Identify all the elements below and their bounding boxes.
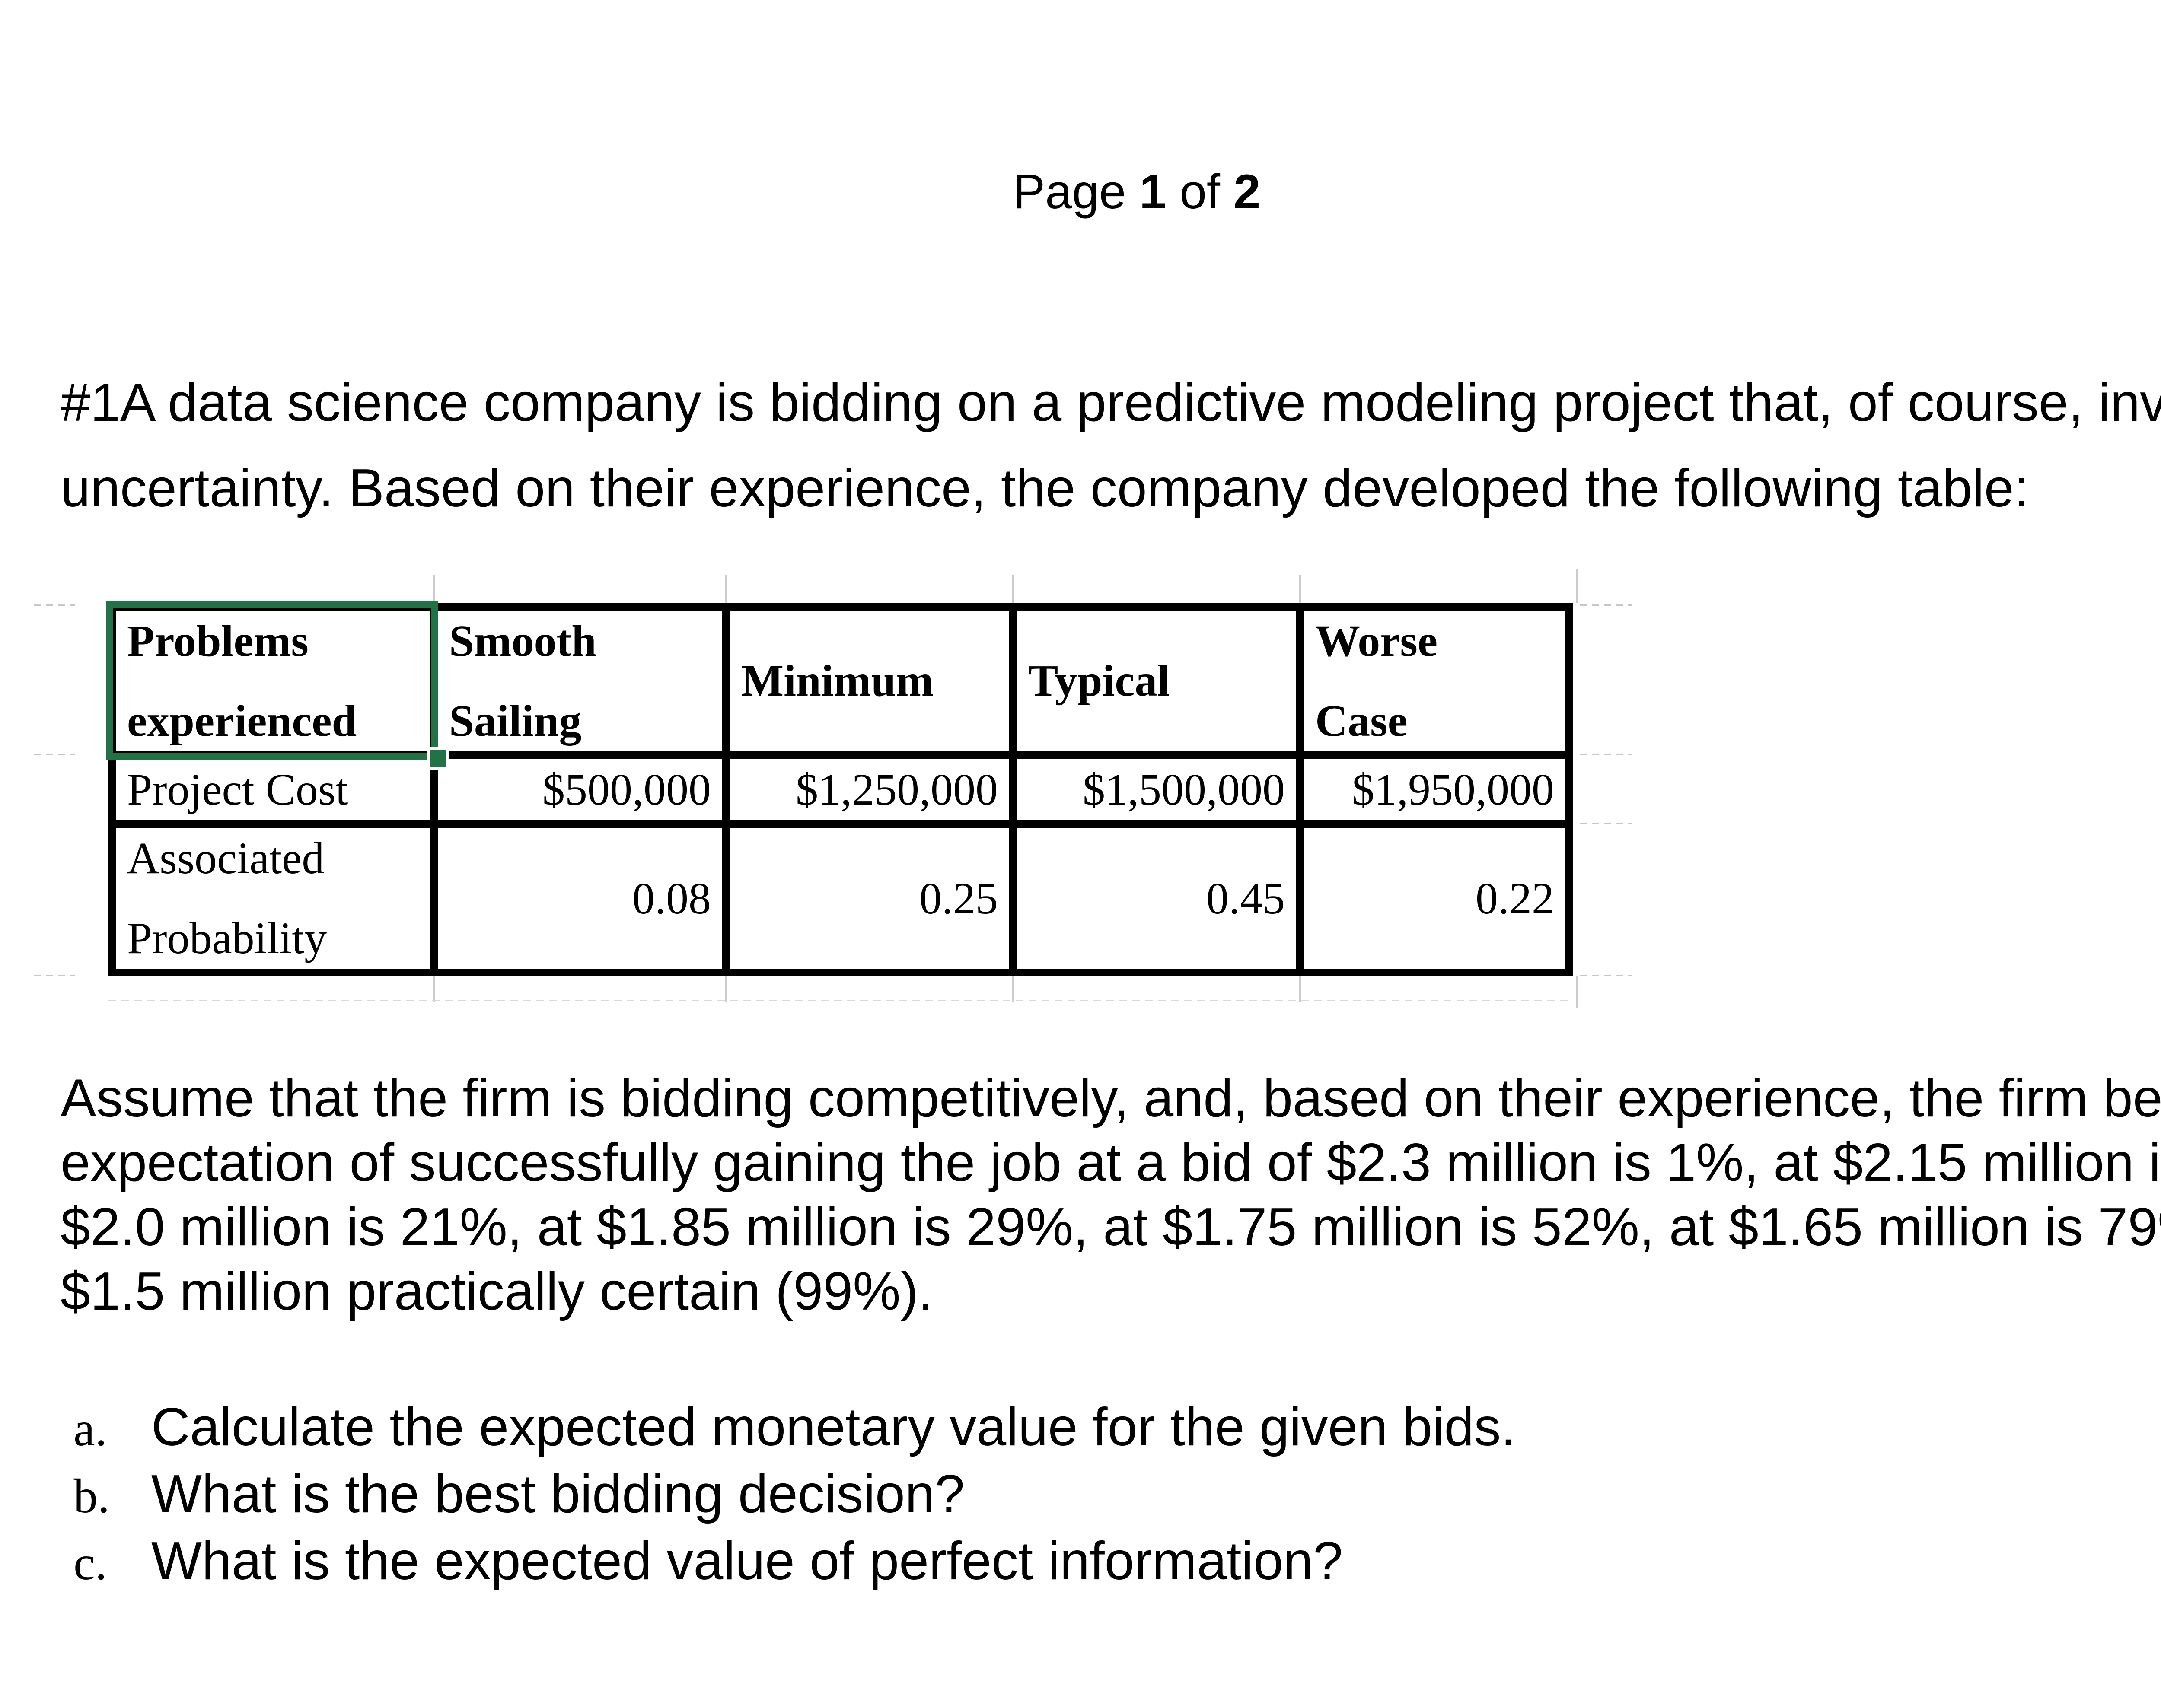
- header-cell-worse-case: Worse Case: [1304, 611, 1565, 751]
- gridline-stub: [1299, 976, 1301, 1002]
- question-marker: c.: [73, 1536, 107, 1590]
- gridline-stub: [725, 976, 727, 1002]
- header-cell-smooth-sailing: Smooth Sailing: [438, 611, 722, 751]
- header-line: Problems: [127, 616, 309, 666]
- gridline-stub: [1580, 975, 1632, 976]
- bidding-line: expectation of successfully gaining the …: [61, 1133, 2161, 1193]
- bidding-assumption-paragraph: Assume that the firm is bidding competit…: [61, 1066, 2161, 1324]
- header-line: Smooth: [449, 616, 596, 666]
- project-cost-smooth-sailing: $500,000: [438, 759, 722, 820]
- question-item-b: b. What is the best bidding decision?: [73, 1462, 1516, 1529]
- question-marker: b.: [73, 1469, 110, 1523]
- row-label-associated-probability: Associated Probability: [116, 828, 430, 969]
- header-cell-problems-experienced: Problems experienced: [116, 611, 430, 751]
- gridline-stub: [725, 575, 727, 603]
- header-line: Sailing: [449, 696, 582, 746]
- row-label-project-cost: Project Cost: [116, 759, 430, 820]
- project-cost-typical: $1,500,000: [1017, 759, 1296, 820]
- gridline-stub: [1576, 976, 1578, 1008]
- row-label-line: Project Cost: [127, 764, 348, 814]
- probability-typical: 0.45: [1017, 828, 1296, 969]
- question-text: Calculate the expected monetary value fo…: [151, 1397, 1516, 1457]
- header-line: Worse: [1315, 616, 1438, 666]
- gridline-stub: [433, 976, 435, 1002]
- gridline-stub: [34, 604, 75, 606]
- gridline-stub: [1012, 575, 1014, 603]
- gridline-stub: [34, 975, 75, 976]
- bidding-line: $1.5 million practically certain (99%).: [61, 1262, 934, 1321]
- header-cell-minimum: Minimum: [730, 611, 1009, 751]
- gridline-stub: [1576, 569, 1578, 603]
- problem-statement-line: #1A data science company is bidding on a…: [61, 373, 2161, 433]
- page-number-total: 2: [1233, 165, 1261, 219]
- gridline-stub: [433, 575, 435, 603]
- page-number-word: Page: [1013, 165, 1140, 219]
- row-label-line: Associated: [127, 833, 325, 883]
- selection-fill-handle: [427, 747, 449, 770]
- page-number-of: of: [1166, 165, 1234, 219]
- gridline-stub: [1012, 976, 1014, 1002]
- payoff-table: Problems experienced Smooth Sailing Mini…: [108, 603, 1573, 976]
- header-line: Case: [1315, 696, 1408, 746]
- header-line: experienced: [127, 696, 357, 746]
- page-number-current: 1: [1139, 165, 1167, 219]
- gridline-stub: [1580, 823, 1632, 824]
- bidding-line: $2.0 million is 21%, at $1.85 million is…: [61, 1197, 2161, 1257]
- probability-worse-case: 0.22: [1304, 828, 1565, 969]
- header-line: Typical: [1028, 656, 1170, 706]
- gridline-stub: [34, 754, 75, 755]
- question-list: a. Calculate the expected monetary value …: [73, 1395, 1516, 1596]
- gridline-stub: [1299, 575, 1301, 603]
- selected-cell-outline: [106, 601, 438, 760]
- header-line: Minimum: [741, 656, 934, 706]
- project-cost-minimum: $1,250,000: [730, 759, 1009, 820]
- gridline-stub: [1580, 754, 1632, 755]
- problem-statement: #1A data science company is bidding on a…: [61, 360, 2161, 531]
- gridline-stub: [1580, 604, 1632, 606]
- project-cost-worse-case: $1,950,000: [1304, 759, 1565, 820]
- problem-statement-line: uncertainty. Based on their experience, …: [61, 458, 2029, 518]
- header-cell-typical: Typical: [1017, 611, 1296, 751]
- question-marker: a.: [73, 1403, 107, 1456]
- gridline-row-below-table: [108, 1000, 1573, 1001]
- question-text: What is the best bidding decision?: [151, 1464, 965, 1524]
- probability-minimum: 0.25: [730, 828, 1009, 969]
- probability-smooth-sailing: 0.08: [438, 828, 722, 969]
- question-item-a: a. Calculate the expected monetary value …: [73, 1395, 1516, 1462]
- bidding-line: Assume that the firm is bidding competit…: [61, 1069, 2161, 1128]
- page-number: Page 1 of 2: [0, 164, 2161, 220]
- question-item-c: c. What is the expected value of perfect …: [73, 1529, 1516, 1596]
- question-text: What is the expected value of perfect in…: [151, 1531, 1343, 1591]
- row-label-line: Probability: [127, 913, 327, 963]
